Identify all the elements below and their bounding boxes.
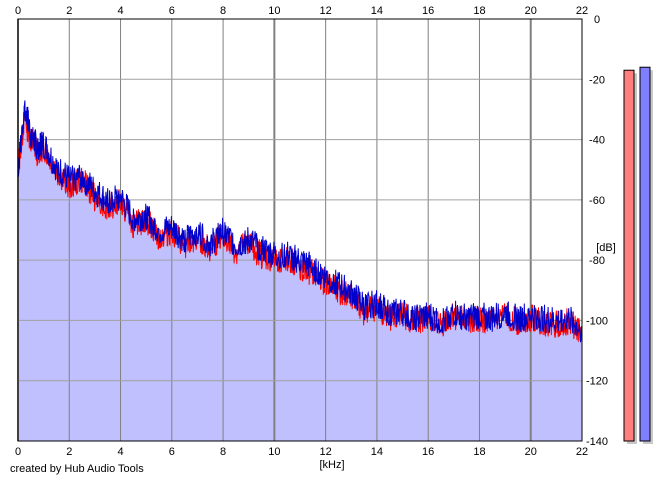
x-tick-label-bottom: 2 bbox=[66, 446, 72, 458]
x-tick-label-top: 8 bbox=[220, 5, 226, 17]
spectrum-fill-area bbox=[18, 100, 582, 442]
footer-credit: created by Hub Audio Tools bbox=[10, 463, 144, 475]
level-meter-bar bbox=[639, 66, 651, 442]
x-tick-label-bottom: 0 bbox=[15, 446, 21, 458]
x-tick-label-top: 20 bbox=[525, 5, 537, 17]
x-tick-label-top: 12 bbox=[320, 5, 332, 17]
y-axis-label: [dB] bbox=[596, 242, 616, 254]
x-tick-label-bottom: 18 bbox=[473, 446, 485, 458]
y-tick-label: 0 bbox=[594, 14, 600, 26]
y-tick-label: -80 bbox=[589, 255, 605, 267]
x-tick-label-top: 14 bbox=[371, 5, 383, 17]
y-tick-label: -20 bbox=[589, 74, 605, 86]
x-axis-label: [kHz] bbox=[319, 459, 344, 471]
x-tick-label-bottom: 16 bbox=[422, 446, 434, 458]
x-tick-label-top: 2 bbox=[66, 5, 72, 17]
x-tick-label-bottom: 12 bbox=[320, 446, 332, 458]
plot-frame bbox=[17, 18, 583, 442]
x-tick-label-top: 16 bbox=[422, 5, 434, 17]
y-tick-label: -120 bbox=[586, 376, 608, 388]
y-tick-label: -140 bbox=[586, 436, 608, 448]
x-tick-label-bottom: 20 bbox=[525, 446, 537, 458]
y-tick-label: -60 bbox=[589, 195, 605, 207]
y-tick-label: -40 bbox=[589, 135, 605, 147]
x-tick-label-bottom: 22 bbox=[576, 446, 588, 458]
x-tick-label-top: 22 bbox=[576, 5, 588, 17]
x-tick-label-top: 10 bbox=[268, 5, 280, 17]
x-tick-label-bottom: 4 bbox=[117, 446, 123, 458]
x-tick-label-top: 6 bbox=[169, 5, 175, 17]
x-tick-label-bottom: 8 bbox=[220, 446, 226, 458]
y-tick-label: -100 bbox=[586, 315, 608, 327]
x-tick-label-top: 4 bbox=[117, 5, 123, 17]
x-tick-label-bottom: 6 bbox=[169, 446, 175, 458]
x-tick-label-top: 18 bbox=[473, 5, 485, 17]
x-tick-label-bottom: 14 bbox=[371, 446, 383, 458]
x-tick-label-top: 0 bbox=[15, 5, 21, 17]
level-meter-bar bbox=[623, 69, 635, 442]
x-tick-label-bottom: 10 bbox=[268, 446, 280, 458]
series-line-blue bbox=[17, 100, 583, 343]
